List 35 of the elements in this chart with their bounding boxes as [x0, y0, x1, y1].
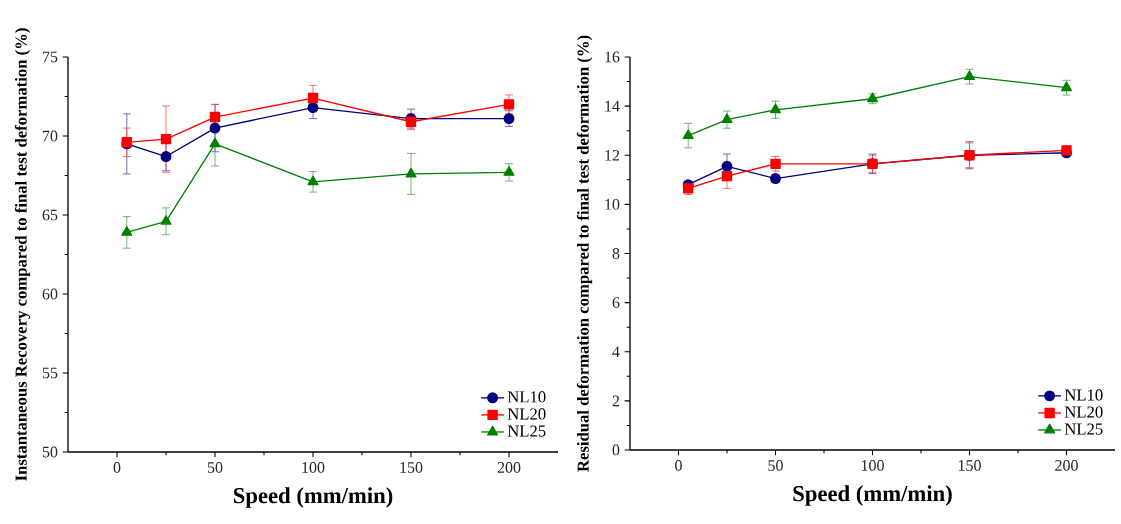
y-axis-title: Instantaneous Recovery compared to final test deformation (%) [14, 28, 31, 481]
x-tick-label: 50 [768, 460, 783, 471]
y-tick-label: 55 [42, 367, 58, 379]
x-tick-label: 150 [400, 462, 423, 473]
y-tick-label: 14 [605, 100, 620, 112]
x-tick-label: 150 [958, 460, 981, 471]
y-tick-label: 8 [612, 248, 620, 259]
y-tick-label: 4 [612, 346, 620, 357]
x-tick-label: 100 [302, 462, 325, 473]
x-tick-label: 50 [207, 462, 223, 473]
legend-label: NL25 [507, 425, 546, 437]
y-tick-label: 75 [43, 51, 58, 63]
legend-label: NL10 [1064, 389, 1103, 401]
legend-label: NL20 [1064, 406, 1103, 418]
y-tick-label: 12 [605, 149, 620, 161]
y-axis-title: Residual deformation compared to final test deformation (%) [576, 35, 593, 472]
y-tick-label: 50 [42, 446, 58, 458]
y-tick-label: 2 [612, 395, 620, 407]
y-tick-label: 70 [43, 130, 58, 142]
y-tick-label: 16 [605, 51, 620, 63]
x-axis-title: Speed (mm/min) [793, 485, 952, 506]
x-tick-label: 200 [497, 462, 521, 473]
y-tick-label: 60 [42, 288, 58, 300]
y-tick-label: 0 [612, 444, 620, 456]
y-tick-label: 6 [612, 297, 620, 308]
x-tick-label: 0 [675, 460, 682, 471]
legend-label: NL10 [507, 391, 546, 403]
x-tick-label: 100 [861, 460, 884, 471]
y-tick-label: 65 [42, 209, 58, 221]
y-tick-label: 10 [605, 198, 620, 210]
x-axis-title: Speed (mm/min) [233, 487, 393, 508]
legend-label: NL20 [507, 408, 546, 420]
legend-label: NL25 [1064, 423, 1103, 435]
x-tick-label: 0 [113, 462, 121, 473]
x-tick-label: 200 [1055, 460, 1078, 471]
